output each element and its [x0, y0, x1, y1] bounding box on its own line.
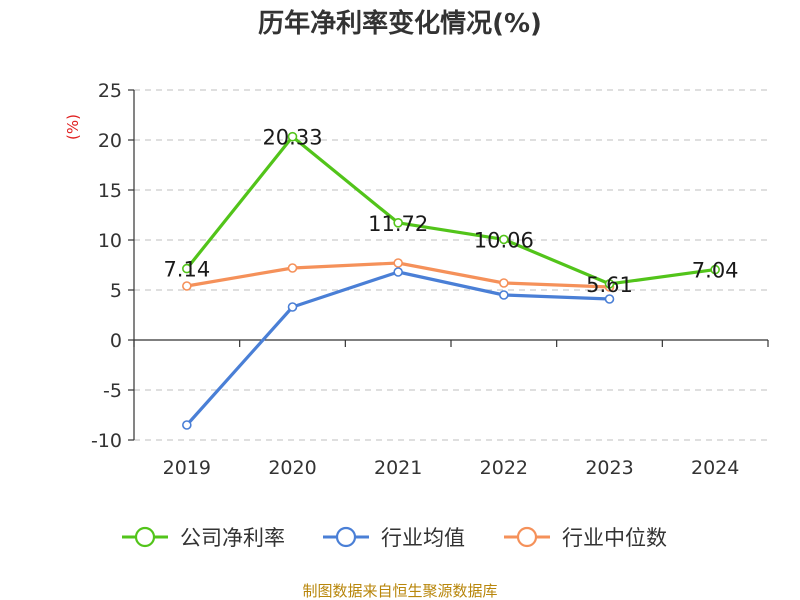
x-tick-label: 2024: [691, 457, 739, 479]
legend-item[interactable]: 公司净利率: [122, 526, 285, 550]
y-tick-label: 15: [98, 180, 122, 202]
data-point: [182, 420, 192, 430]
data-point: [393, 267, 403, 277]
data-label: 10.06: [474, 228, 534, 252]
legend-item[interactable]: 行业均值: [323, 526, 465, 550]
y-tick-label: 5: [110, 280, 122, 302]
x-tick-label: 2023: [585, 457, 633, 479]
y-tick-label: 0: [110, 330, 122, 352]
data-label: 20.33: [262, 126, 322, 150]
y-axis-label: (%): [64, 114, 82, 140]
data-label: 5.61: [586, 273, 633, 297]
data-point: [393, 218, 403, 228]
data-point: [604, 279, 615, 289]
x-tick-label: 2019: [163, 457, 211, 479]
legend-item[interactable]: 行业中位数: [504, 526, 667, 550]
legend-marker: [516, 526, 538, 548]
y-tick-label: 20: [98, 130, 122, 152]
series-line: [185, 135, 716, 286]
y-tick-label: 10: [98, 230, 122, 252]
data-point: [604, 294, 615, 304]
series-lines: [182, 131, 720, 430]
x-tick-label: 2020: [268, 457, 316, 479]
data-point: [499, 234, 509, 245]
data-point: [710, 264, 720, 275]
chart-title: 历年净利率变化情况(%): [258, 8, 542, 39]
legend-label: 行业中位数: [562, 526, 667, 550]
x-tick-label: 2022: [480, 457, 528, 479]
data-point: [499, 290, 509, 300]
legend-label: 公司净利率: [180, 526, 285, 550]
data-point: [182, 281, 192, 291]
data-point: [287, 131, 298, 142]
legend-label: 行业均值: [381, 526, 465, 550]
data-labels: 7.14 20.33 11.72 10.06 5.61 7.04: [163, 126, 738, 297]
series-line: [185, 270, 610, 427]
x-tick-label: 2021: [374, 457, 422, 479]
legend-marker: [335, 526, 357, 548]
axes: -10 -5 0 5 10 15 20 25 2019 2020 2021 2022 2023 2024: [91, 80, 769, 479]
data-label: 7.14: [163, 258, 210, 282]
data-point: [287, 263, 298, 273]
data-source: 制图数据来自恒生聚源数据库: [302, 582, 497, 600]
y-tick-label: -5: [103, 380, 122, 402]
data-point: [287, 302, 298, 312]
data-label: 11.72: [368, 212, 428, 236]
data-label: 7.04: [692, 259, 739, 283]
legend-marker: [134, 526, 156, 548]
y-tick-label: -10: [91, 430, 122, 452]
legend[interactable]: 公司净利率 行业均值 行业中位数: [122, 526, 667, 550]
data-point: [182, 263, 192, 274]
data-point: [393, 258, 403, 268]
y-tick-label: 25: [98, 80, 122, 102]
grid: [134, 89, 768, 441]
data-point: [499, 278, 509, 288]
